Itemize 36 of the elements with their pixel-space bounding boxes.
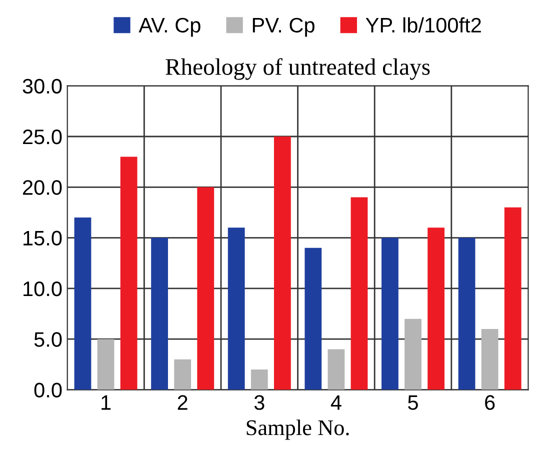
legend-label: PV. Cp bbox=[252, 18, 314, 37]
bar bbox=[304, 248, 322, 390]
bar bbox=[428, 228, 444, 390]
bar bbox=[120, 156, 138, 390]
y-tick-label: 25.0 bbox=[23, 129, 62, 144]
bar bbox=[274, 136, 291, 390]
x-tick-label: 1 bbox=[102, 395, 111, 410]
y-tick-label: 0.0 bbox=[34, 382, 62, 398]
bar bbox=[197, 187, 214, 390]
y-tick-label: 30.0 bbox=[22, 78, 62, 94]
bar bbox=[97, 339, 114, 390]
bar bbox=[228, 228, 245, 390]
legend-label: AV. Cp bbox=[138, 18, 200, 37]
y-tick-label: 20.0 bbox=[23, 180, 62, 195]
x-axis-title: Sample No. bbox=[246, 420, 349, 440]
y-tick-label: 15.0 bbox=[24, 230, 62, 246]
chart-title: Rheology of untreated clays bbox=[166, 58, 430, 80]
legend-label: YP. lb/100ft2 bbox=[366, 17, 481, 33]
bar bbox=[481, 328, 498, 390]
bar bbox=[350, 197, 368, 390]
x-tick-label: 2 bbox=[178, 395, 188, 410]
y-tick-label: 5.0 bbox=[34, 332, 62, 347]
bar bbox=[151, 238, 168, 390]
bar bbox=[250, 370, 268, 390]
x-tick-label: 3 bbox=[254, 395, 264, 410]
bar bbox=[382, 238, 398, 390]
bar bbox=[74, 218, 92, 390]
x-tick-label: 5 bbox=[408, 395, 418, 410]
x-tick-label: 6 bbox=[485, 395, 495, 410]
x-tick-label: 4 bbox=[330, 395, 342, 410]
bar bbox=[504, 207, 522, 390]
bar bbox=[328, 349, 345, 390]
bar bbox=[404, 318, 422, 390]
bar bbox=[458, 238, 476, 390]
bar bbox=[174, 359, 192, 390]
y-tick-label: 10.0 bbox=[24, 281, 62, 296]
